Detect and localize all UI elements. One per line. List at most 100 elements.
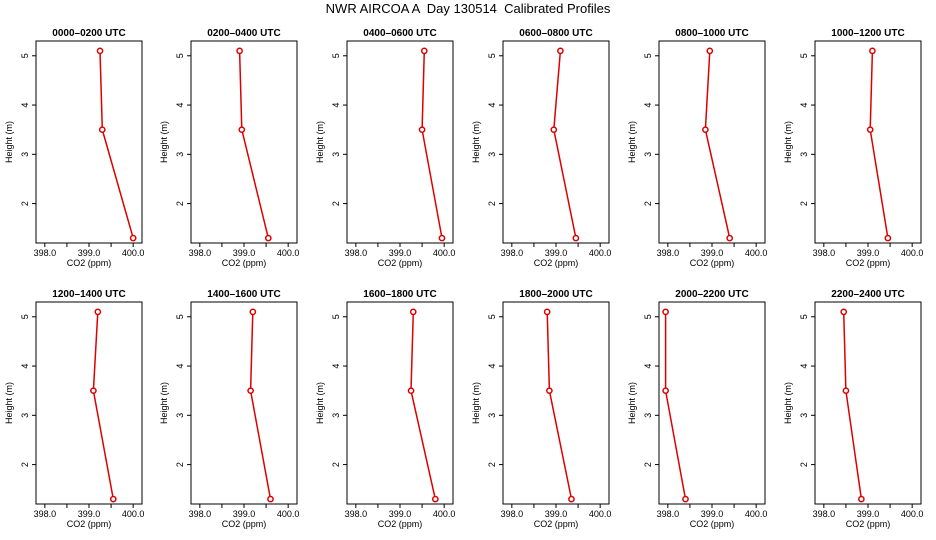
plot-frame <box>190 301 298 505</box>
x-tick-label: 400.0 <box>277 248 300 258</box>
x-tick-label: 399.0 <box>389 248 412 258</box>
x-axis-label: CO2 (ppm) <box>222 519 267 529</box>
chart-main-title: NWR AIRCOA A Day 130514 Calibrated Profi… <box>325 1 611 16</box>
y-axis-label: Height (m) <box>783 382 793 424</box>
y-tick-label: 4 <box>331 103 341 108</box>
x-tick-label: 400.0 <box>745 509 768 519</box>
y-tick-label: 2 <box>487 201 497 206</box>
y-tick-label: 4 <box>20 103 30 108</box>
profile-panel-7: 1400–1600 UTC 398.0 399.0 400.0 2 3 4 5 CO2 (ppm… <box>159 289 299 529</box>
x-tick-label: 398.0 <box>34 509 57 519</box>
panel-title: 0200–0400 UTC <box>207 28 280 39</box>
profile-point <box>858 495 865 503</box>
x-axis-label: CO2 (ppm) <box>222 258 267 268</box>
x-axis-label: CO2 (ppm) <box>846 519 891 529</box>
x-tick-label: 399.0 <box>545 509 568 519</box>
panel-title: 0600–0800 UTC <box>519 28 592 39</box>
x-tick-label: 399.0 <box>857 248 880 258</box>
y-axis-label: Height (m) <box>159 121 169 163</box>
panel-title: 0800–1000 UTC <box>675 28 748 39</box>
y-tick-label: 5 <box>799 53 809 58</box>
y-tick-label: 3 <box>643 413 653 418</box>
y-tick-label: 2 <box>331 201 341 206</box>
profile-point <box>90 387 97 395</box>
profile-panel-4: 0800–1000 UTC 398.0 399.0 400.0 2 3 4 5 CO2 (ppm… <box>627 28 767 268</box>
y-tick-label: 4 <box>799 364 809 369</box>
x-tick-label: 399.0 <box>78 509 101 519</box>
x-axis-label: CO2 (ppm) <box>67 258 112 268</box>
x-axis-label: CO2 (ppm) <box>690 258 735 268</box>
y-tick-label: 5 <box>487 53 497 58</box>
profile-line <box>92 311 115 500</box>
x-tick-label: 398.0 <box>813 509 836 519</box>
profile-point <box>557 47 564 55</box>
plot-frame <box>35 301 143 505</box>
profile-panel-10: 2000–2200 UTC 398.0 399.0 400.0 2 3 4 5 CO2 (ppm… <box>627 289 767 529</box>
x-tick-label: 399.0 <box>545 248 568 258</box>
plot-frame <box>190 40 298 244</box>
y-axis-label: Height (m) <box>471 382 481 424</box>
y-axis-label: Height (m) <box>315 382 325 424</box>
y-tick-label: 2 <box>175 462 185 467</box>
y-axis-label: Height (m) <box>4 121 14 163</box>
y-tick-label: 2 <box>643 201 653 206</box>
x-tick-label: 398.0 <box>345 248 368 258</box>
profile-line <box>842 311 863 500</box>
y-tick-label: 2 <box>20 201 30 206</box>
x-tick-label: 400.0 <box>589 509 612 519</box>
profile-point <box>682 495 689 503</box>
x-tick-label: 400.0 <box>433 509 456 519</box>
y-tick-label: 3 <box>643 152 653 157</box>
profile-line <box>553 50 577 239</box>
y-tick-label: 4 <box>175 103 185 108</box>
x-axis-label: CO2 (ppm) <box>690 519 735 529</box>
y-tick-label: 4 <box>487 103 497 108</box>
profile-line <box>421 50 443 239</box>
y-tick-label: 3 <box>20 413 30 418</box>
profile-panel-9: 1800–2000 UTC 398.0 399.0 400.0 2 3 4 5 CO2 (ppm… <box>471 289 611 529</box>
y-axis-label: Height (m) <box>159 382 169 424</box>
plot-frame <box>658 301 766 505</box>
y-tick-label: 2 <box>799 462 809 467</box>
y-tick-label: 3 <box>799 152 809 157</box>
profile-line <box>664 311 687 500</box>
y-tick-label: 5 <box>331 314 341 319</box>
panel-title: 2000–2200 UTC <box>675 289 748 300</box>
y-axis-label: Height (m) <box>471 121 481 163</box>
y-tick-label: 4 <box>175 364 185 369</box>
profile-point <box>543 308 551 316</box>
profile-point <box>267 495 274 503</box>
y-tick-label: 5 <box>175 53 185 58</box>
x-tick-label: 399.0 <box>233 248 256 258</box>
profile-line <box>249 311 272 500</box>
profile-point <box>438 234 446 242</box>
y-tick-label: 2 <box>487 462 497 467</box>
x-axis-label: CO2 (ppm) <box>67 519 112 529</box>
profile-point <box>662 387 669 395</box>
panel-title: 1600–1800 UTC <box>363 289 436 300</box>
x-tick-label: 399.0 <box>389 509 412 519</box>
x-axis-label: CO2 (ppm) <box>534 519 579 529</box>
panel-title: 0000–0200 UTC <box>52 28 125 39</box>
profile-point <box>409 308 417 316</box>
y-tick-label: 2 <box>643 462 653 467</box>
x-tick-label: 398.0 <box>345 509 368 519</box>
profile-line <box>704 50 731 239</box>
profile-point <box>96 47 104 55</box>
profile-point <box>869 47 876 55</box>
y-tick-label: 4 <box>799 103 809 108</box>
profile-point <box>726 234 734 242</box>
x-tick-label: 400.0 <box>277 509 300 519</box>
y-tick-label: 2 <box>20 462 30 467</box>
y-tick-label: 5 <box>331 53 341 58</box>
x-axis-label: CO2 (ppm) <box>534 258 579 268</box>
y-tick-label: 5 <box>20 314 30 319</box>
panel-title: 2200–2400 UTC <box>831 289 904 300</box>
profile-panel-0: 0000–0200 UTC 398.0 399.0 400.0 2 3 4 5 CO2 (ppm… <box>4 28 144 268</box>
profile-point <box>550 126 558 134</box>
profile-line <box>99 50 134 239</box>
y-tick-label: 5 <box>20 53 30 58</box>
x-tick-label: 398.0 <box>34 248 57 258</box>
profile-point <box>840 308 848 316</box>
